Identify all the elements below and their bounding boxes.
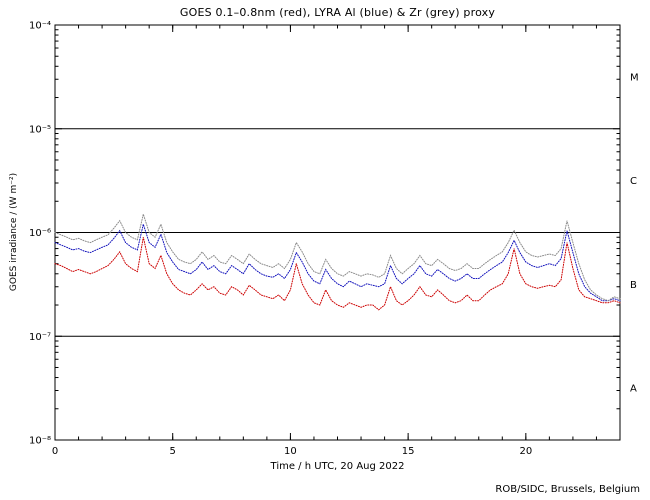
x-tick-label: 10: [284, 446, 297, 457]
y-tick-label: 10⁻⁵: [29, 124, 51, 135]
flare-class-label: M: [630, 72, 639, 83]
x-tick-label: 20: [519, 446, 532, 457]
y-tick-label: 10⁻⁷: [29, 332, 51, 343]
flare-class-label: A: [630, 384, 637, 395]
series-goes-0-1-0-8nm: [54, 237, 621, 311]
credit-text: ROB/SIDC, Brussels, Belgium: [495, 484, 640, 495]
flare-class-label: B: [630, 280, 637, 291]
x-tick-label: 15: [402, 446, 415, 457]
chart-title: GOES 0.1–0.8nm (red), LYRA Al (blue) & Z…: [179, 6, 496, 19]
flare-class-label: C: [630, 176, 637, 187]
x-tick-label: 5: [170, 446, 176, 457]
series-lyra-zr-proxy: [54, 212, 621, 302]
y-tick-label: 10⁻⁶: [29, 228, 51, 239]
y-tick-label: 10⁻⁸: [29, 436, 51, 447]
x-tick-label: 0: [52, 446, 58, 457]
x-axis-label: Time / h UTC, 20 Aug 2022: [270, 461, 405, 472]
y-axis-label: GOES irradiance / (W m⁻²): [9, 172, 19, 292]
series-lyra-al-proxy: [54, 222, 621, 302]
y-tick-label: 10⁻⁴: [29, 21, 51, 32]
